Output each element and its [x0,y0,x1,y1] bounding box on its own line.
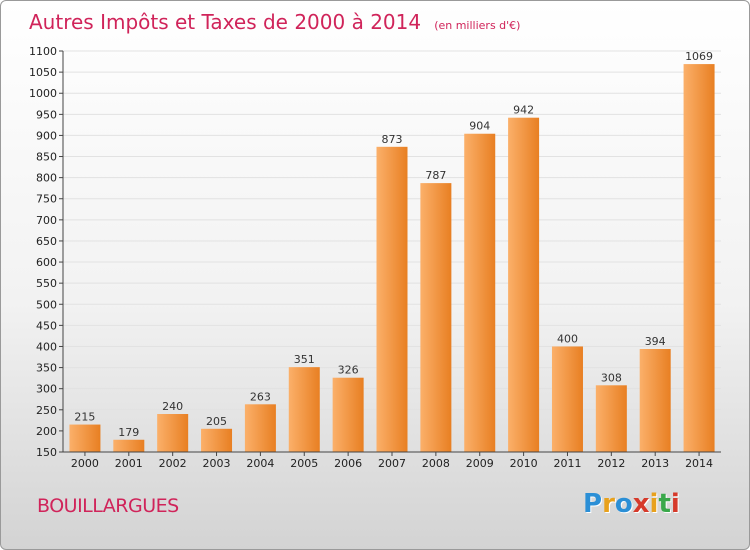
bar-2004 [244,404,276,452]
bar-2012 [595,385,627,452]
value-label-2012: 308 [601,371,622,384]
value-label-2005: 351 [294,353,315,366]
x-tick-label-2005: 2005 [290,457,318,470]
bar-2000 [69,424,101,452]
value-label-2000: 215 [74,411,95,424]
y-tick-label: 1100 [29,45,57,58]
value-label-2013: 394 [645,335,666,348]
value-label-2004: 263 [250,390,271,403]
value-label-2007: 873 [382,133,403,146]
y-tick-label: 850 [36,151,57,164]
y-tick-label: 450 [36,319,57,332]
value-label-2003: 205 [206,415,227,428]
value-labels: 215 179 240 205 263 351 326 873 787 904 942 400 308 3… [74,50,713,439]
bar-2007 [376,146,408,452]
bar-2013 [639,349,671,452]
y-tick-label: 500 [36,298,57,311]
y-tick-label: 550 [36,277,57,290]
x-tick-label-2011: 2011 [553,457,581,470]
value-label-2011: 400 [557,332,578,345]
y-tick-label: 600 [36,256,57,269]
bar-2005 [288,367,320,452]
logo-letter: i [670,489,680,519]
bar-2001 [113,439,145,452]
value-label-2001: 179 [118,426,139,439]
y-tick-label: 400 [36,340,57,353]
y-tick-label: 250 [36,404,57,417]
y-tick-label: 900 [36,129,57,142]
chart-title: Autres Impôts et Taxes de 2000 à 2014 (e… [29,10,520,34]
value-label-2006: 326 [338,364,359,377]
y-tick-label: 1000 [29,87,57,100]
value-label-2002: 240 [162,400,183,413]
proxiti-logo: Proxiti [583,489,680,519]
value-label-2010: 942 [513,104,534,117]
x-tick-label-2012: 2012 [597,457,625,470]
y-tick-label: 200 [36,425,57,438]
bar-2014 [683,64,715,452]
y-axis-ticks: 150 200 250 300 350 400 450 500 550 600 650 700 750 8… [29,45,63,459]
y-tick-label: 1050 [29,66,57,79]
value-label-2009: 904 [469,120,490,133]
x-tick-label-2013: 2013 [641,457,669,470]
y-tick-label: 300 [36,383,57,396]
bar-2002 [157,414,189,452]
bar-2006 [332,377,364,452]
x-tick-label-2014: 2014 [685,457,713,470]
y-tick-label: 800 [36,172,57,185]
x-tick-label-2001: 2001 [115,457,143,470]
x-tick-label-2010: 2010 [510,457,538,470]
logo-letter: o [614,489,633,519]
x-tick-label-2002: 2002 [159,457,187,470]
bar-2010 [508,117,540,453]
logo-letter: x [632,489,650,519]
y-tick-label: 350 [36,362,57,375]
x-tick-label-2008: 2008 [422,457,450,470]
x-tick-label-2003: 2003 [203,457,231,470]
bar-2008 [420,183,452,452]
y-tick-label: 750 [36,193,57,206]
y-tick-label: 950 [36,108,57,121]
x-axis-ticks: 2000 2001 2002 2003 2004 2005 2006 2007 2008 2009… [71,452,713,470]
commune-name: BOUILLARGUES [37,495,179,517]
logo-letter: P [583,489,603,519]
y-tick-label: 150 [36,446,57,459]
bar-2009 [464,133,496,452]
value-label-2008: 787 [425,169,446,182]
chart-title-main: Autres Impôts et Taxes de 2000 à 2014 [29,10,421,34]
logo-letter: i [649,489,659,519]
value-label-2014: 1069 [685,50,713,63]
x-tick-label-2004: 2004 [246,457,274,470]
y-tick-label: 700 [36,214,57,227]
x-tick-label-2007: 2007 [378,457,406,470]
axes [62,51,721,453]
chart-title-unit: (en milliers d'€) [434,19,520,32]
x-tick-label-2006: 2006 [334,457,362,470]
x-tick-label-2000: 2000 [71,457,99,470]
bars [69,64,715,453]
logo-letter: r [602,489,615,519]
logo-letter: t [658,489,671,519]
bar-2011 [551,346,583,452]
y-tick-label: 650 [36,235,57,248]
x-tick-label-2009: 2009 [466,457,494,470]
bar-2003 [201,428,233,452]
